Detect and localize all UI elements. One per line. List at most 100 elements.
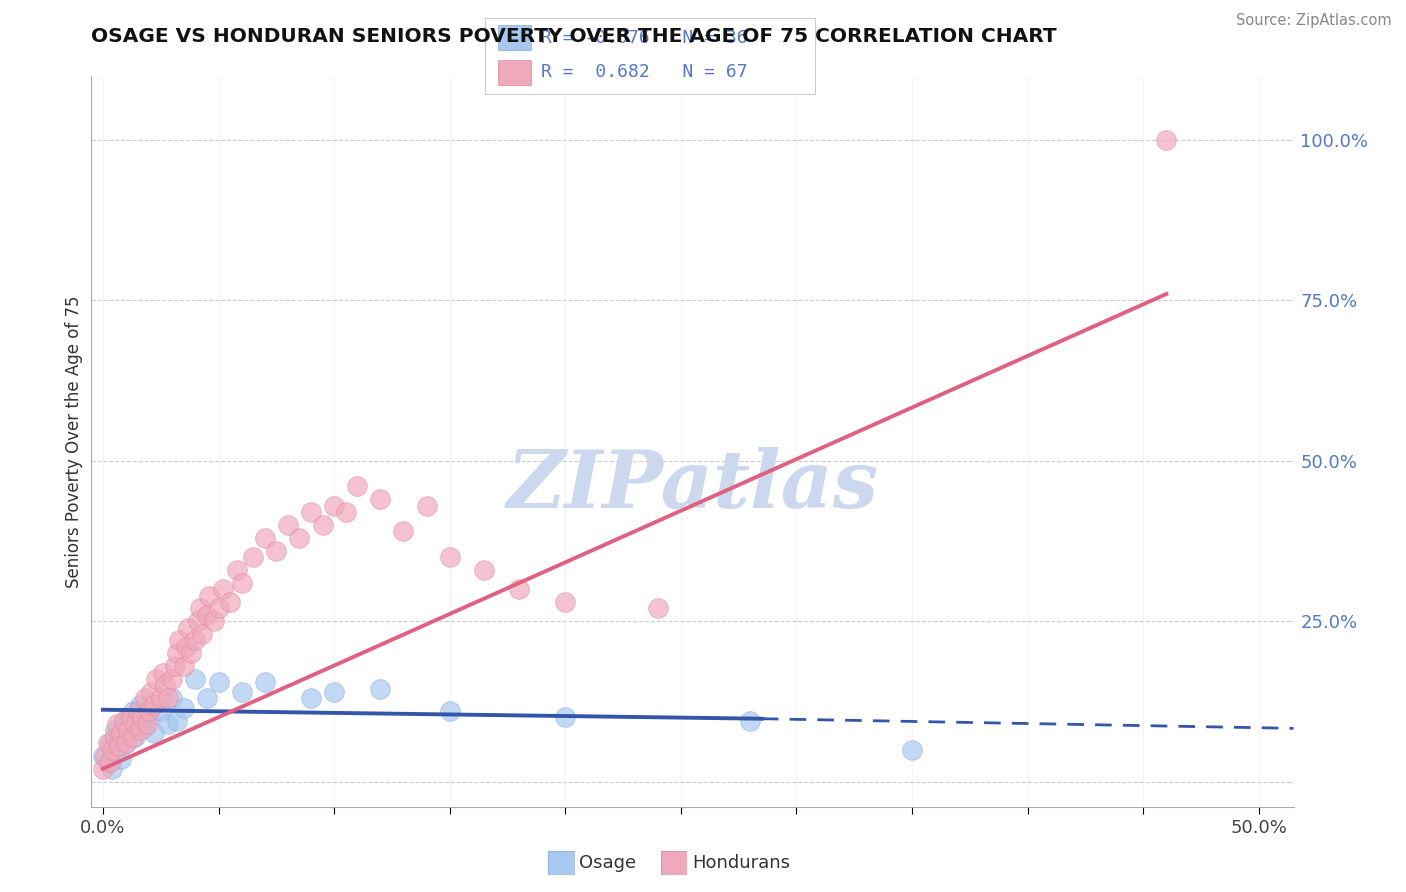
Point [253,531,276,545]
Point [120,723,142,738]
Point [266,543,288,558]
Point [127,714,149,728]
Point [277,518,299,533]
Point [120,710,142,724]
Point [198,589,221,603]
Point [167,633,190,648]
Point [439,704,461,718]
Point [647,601,669,615]
Point [129,723,152,738]
Point [226,563,249,577]
Point [323,685,346,699]
Point [311,518,333,533]
Point [177,621,200,635]
Point [117,710,139,724]
Point [110,752,132,766]
Text: OSAGE VS HONDURAN SENIORS POVERTY OVER THE AGE OF 75 CORRELATION CHART: OSAGE VS HONDURAN SENIORS POVERTY OVER T… [91,27,1057,45]
Point [335,505,357,519]
Point [415,499,437,513]
Point [94,748,117,763]
Point [112,714,135,728]
Point [195,607,218,622]
Point [212,582,235,596]
Text: Osage: Osage [579,854,637,871]
Point [115,736,138,750]
Point [142,698,165,712]
Point [122,704,145,718]
Point [219,595,242,609]
Point [162,691,184,706]
Point [184,633,207,648]
Text: Hondurans: Hondurans [692,854,790,871]
Point [97,756,120,770]
Point [129,698,152,712]
Point [207,601,229,615]
Point [1156,133,1178,147]
Point [392,524,415,539]
Point [105,716,128,731]
Text: R =  0.682   N = 67: R = 0.682 N = 67 [541,63,748,81]
Point [554,595,576,609]
Point [115,736,138,750]
Point [370,492,392,507]
Point [299,505,322,519]
Point [156,716,179,731]
Point [474,563,496,577]
Point [439,549,461,564]
Point [149,691,172,706]
Point [134,691,156,706]
Point [242,549,264,564]
Point [134,720,156,734]
Point [127,704,149,718]
Point [122,730,145,744]
Text: Source: ZipAtlas.com: Source: ZipAtlas.com [1236,13,1392,29]
Point [231,685,253,699]
Point [110,726,132,740]
Point [91,762,114,776]
Point [740,714,762,728]
Point [142,726,165,740]
Point [145,672,167,686]
Point [103,723,125,738]
Point [370,681,392,696]
Point [166,714,188,728]
Point [115,716,138,731]
Point [299,691,322,706]
Point [191,627,214,641]
Point [156,691,179,706]
Point [187,614,209,628]
Point [162,672,184,686]
Point [152,665,174,680]
Point [124,716,146,731]
Point [135,716,157,731]
Point [101,762,124,776]
Point [91,748,114,763]
Point [138,704,160,718]
Bar [498,61,531,85]
Point [131,710,153,724]
Point [173,659,195,673]
Point [155,678,177,692]
Point [166,646,188,660]
Point [124,730,146,744]
Point [149,704,172,718]
Point [108,730,131,744]
Point [117,723,139,738]
Point [101,742,124,756]
Point [108,739,131,754]
Point [163,659,186,673]
Point [98,736,121,750]
Bar [498,26,531,50]
Point [554,710,576,724]
Point [180,646,202,660]
Point [105,742,128,756]
Point [195,691,218,706]
Y-axis label: Seniors Poverty Over the Age of 75: Seniors Poverty Over the Age of 75 [65,295,83,588]
Point [98,756,121,770]
Text: R = -0.076   N = 36: R = -0.076 N = 36 [541,29,748,46]
Point [508,582,530,596]
Point [231,575,253,590]
Point [207,675,229,690]
Point [103,730,125,744]
Point [323,499,346,513]
